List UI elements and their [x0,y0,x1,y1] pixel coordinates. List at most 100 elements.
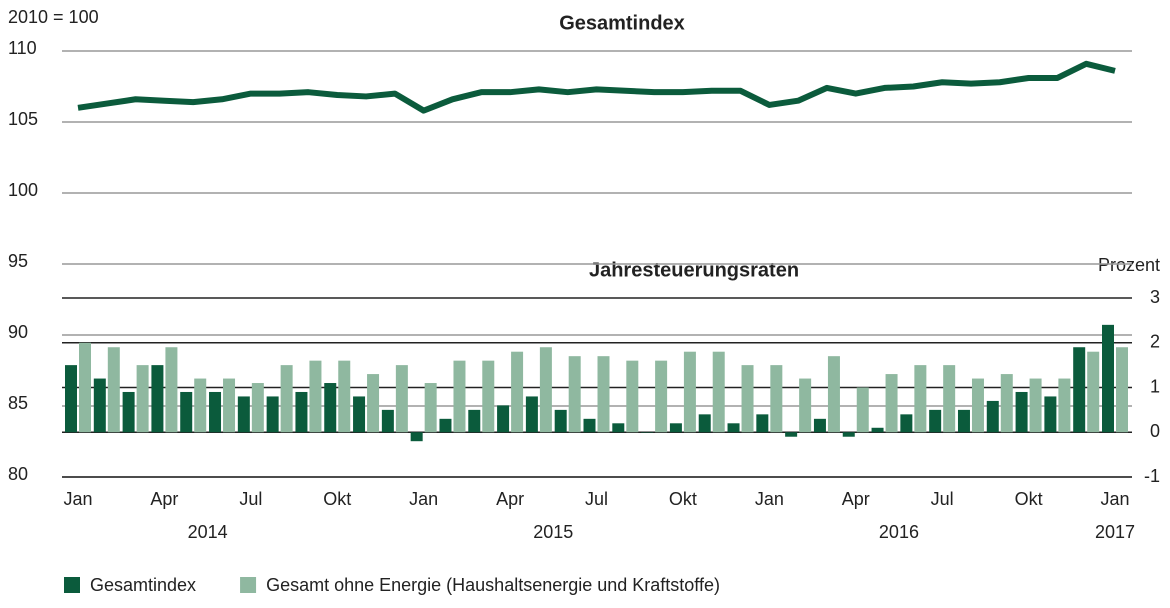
bar [1015,391,1028,433]
x-tick-label: Okt [1015,489,1043,509]
y-tick-label: 110 [8,38,37,58]
y2-tick-label: 1 [1150,376,1160,396]
year-label: 2017 [1095,522,1135,542]
x-tick-label: Jul [585,489,608,509]
bar [136,365,149,433]
bar [381,409,394,433]
bar [165,347,178,433]
bar [1029,378,1042,433]
bar [641,432,654,433]
x-tick-label: Okt [669,489,697,509]
bar [813,418,826,433]
bar [712,351,725,433]
bar [338,360,351,433]
bar [1058,378,1071,433]
y2-tick-label: -1 [1144,466,1160,486]
bar [525,396,538,433]
y-tick-label: 80 [8,464,28,484]
y-tick-label: 90 [8,322,28,342]
bar [827,356,840,433]
bar [741,365,754,433]
legend-swatch [64,577,80,593]
bar [554,409,567,433]
bar [497,405,510,433]
bar [180,391,193,433]
bar [871,427,884,433]
y-tick-label: 105 [8,109,38,129]
chart-subtitle: Jahresteuerungsraten [589,259,799,281]
bar [669,423,682,433]
bar [597,356,610,433]
x-tick-label: Okt [323,489,351,509]
y-tick-label: 100 [8,180,38,200]
bar [1044,396,1057,433]
bar [626,360,639,433]
bar [727,423,740,433]
bar [237,396,250,433]
bar [612,423,625,433]
legend-swatch [240,577,257,593]
bar [424,383,437,433]
legend-label: Gesamt ohne Energie (Haushaltsenergie un… [266,575,720,595]
bar [353,396,366,433]
bar [453,360,466,433]
bar [468,409,481,433]
x-tick-label: Apr [496,489,524,509]
bar [223,378,236,433]
bar [410,432,423,442]
bar [439,418,452,433]
bar [856,387,869,433]
bar [395,365,408,433]
bar [1000,374,1013,433]
bar [539,347,552,433]
y2-tick-label: 0 [1150,421,1160,441]
bar [943,365,956,433]
bar [900,414,913,433]
bar [107,347,120,433]
y-tick-label: 95 [8,251,28,271]
bar [511,351,524,433]
y-tick-label: 85 [8,393,28,413]
bar [885,374,898,433]
year-label: 2016 [879,522,919,542]
bar [583,418,596,433]
bar [367,374,380,433]
y-axis-label: 2010 = 100 [8,7,99,27]
bar [151,365,164,433]
year-label: 2014 [188,522,228,542]
year-label: 2015 [533,522,573,542]
bar [655,360,668,433]
legend-label: Gesamtindex [90,575,196,595]
bar [785,432,798,437]
bar [799,378,812,433]
x-tick-label: Jan [409,489,438,509]
bar [65,365,77,433]
bar [295,391,308,433]
x-tick-label: Jul [239,489,262,509]
index-line [77,60,1116,114]
bar [251,383,264,433]
bar [756,414,769,433]
bar [698,414,711,433]
chart-title: Gesamtindex [559,12,685,34]
bar [266,396,279,433]
bar [770,365,783,433]
bar [568,356,581,433]
x-tick-label: Jan [63,489,92,509]
bar [1073,347,1086,433]
x-tick-label: Jul [931,489,954,509]
bar [929,409,942,433]
bar [482,360,495,433]
x-tick-label: Apr [842,489,870,509]
x-tick-label: Jan [1100,489,1129,509]
bar [914,365,927,433]
bar [194,378,207,433]
y2-tick-label: 2 [1150,332,1160,352]
bar [842,432,855,437]
bar [986,400,999,433]
bar [1087,351,1100,433]
bar [971,378,984,433]
bar [957,409,970,433]
bar [309,360,322,433]
